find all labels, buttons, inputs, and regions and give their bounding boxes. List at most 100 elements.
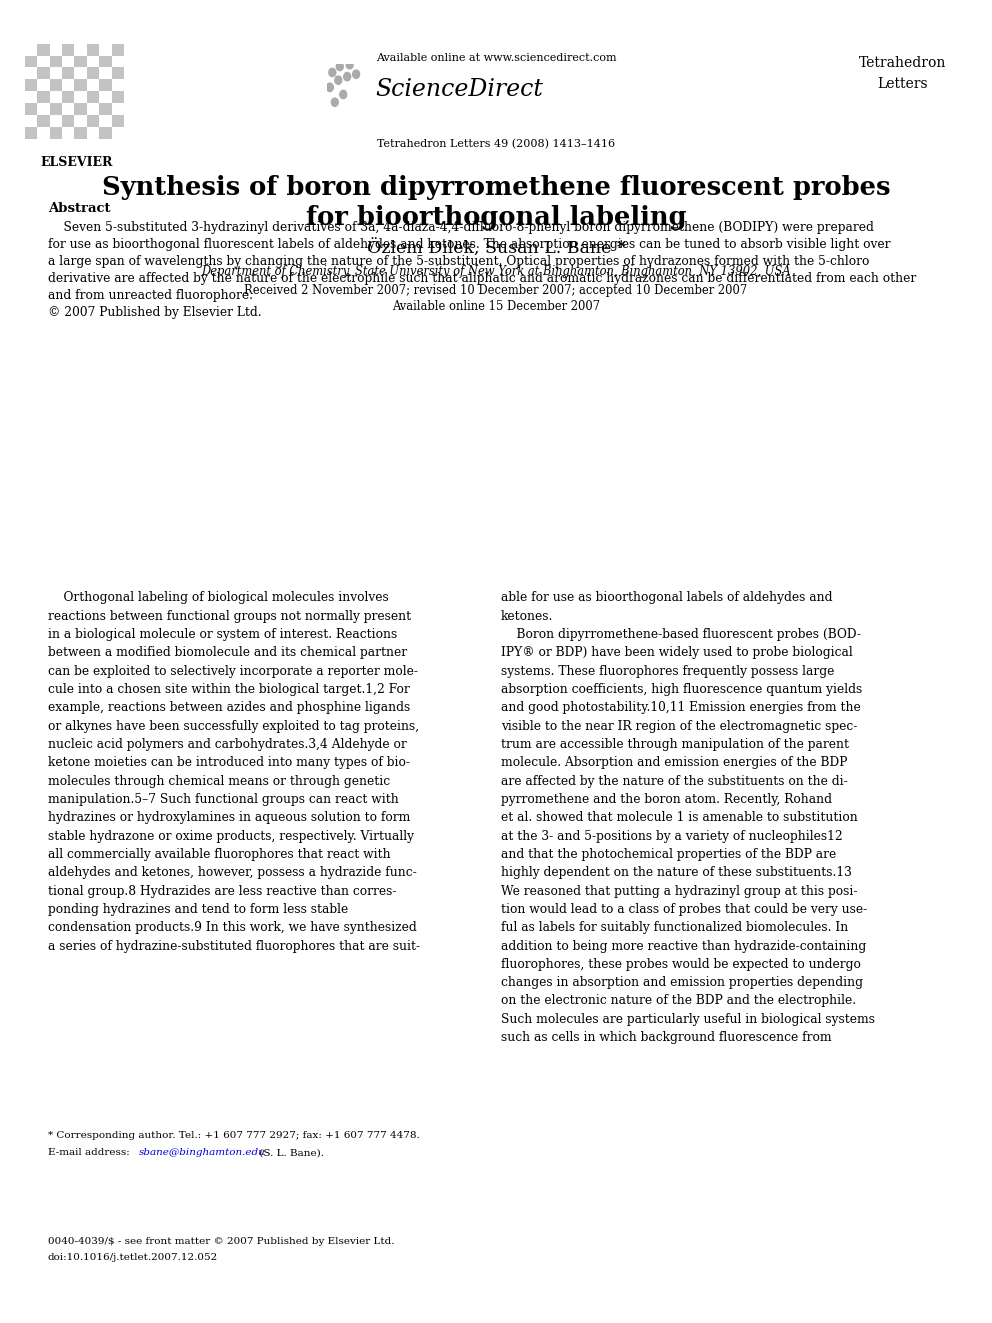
Text: Available online 15 December 2007: Available online 15 December 2007 — [392, 300, 600, 314]
Text: addition to being more reactive than hydrazide-containing: addition to being more reactive than hyd… — [501, 939, 866, 953]
Text: tional group.8 Hydrazides are less reactive than corres-: tional group.8 Hydrazides are less react… — [48, 885, 396, 897]
Text: et al. showed that molecule 1 is amenable to substitution: et al. showed that molecule 1 is amenabl… — [501, 811, 858, 824]
Bar — [99, 79, 111, 91]
Text: changes in absorption and emission properties depending: changes in absorption and emission prope… — [501, 976, 863, 990]
Bar — [38, 67, 50, 79]
Bar — [111, 91, 124, 103]
Text: ful as labels for suitably functionalized biomolecules. In: ful as labels for suitably functionalize… — [501, 921, 848, 934]
Text: visible to the near IR region of the electromagnetic spec-: visible to the near IR region of the ele… — [501, 720, 857, 733]
Bar — [50, 103, 62, 115]
Bar — [62, 44, 74, 56]
Text: Boron dipyrromethene-based fluorescent probes (BOD-: Boron dipyrromethene-based fluorescent p… — [501, 628, 861, 642]
Text: systems. These fluorophores frequently possess large: systems. These fluorophores frequently p… — [501, 664, 834, 677]
Bar — [111, 44, 124, 56]
Bar — [87, 91, 99, 103]
Bar — [38, 115, 50, 127]
Circle shape — [339, 90, 347, 99]
Text: condensation products.9 In this work, we have synthesized: condensation products.9 In this work, we… — [48, 921, 417, 934]
Text: Available online at www.sciencedirect.com: Available online at www.sciencedirect.co… — [376, 53, 616, 64]
Bar — [25, 103, 38, 115]
Bar — [50, 127, 62, 139]
Text: trum are accessible through manipulation of the parent: trum are accessible through manipulation… — [501, 738, 849, 751]
Circle shape — [336, 62, 343, 70]
Bar — [50, 56, 62, 67]
Text: reactions between functional groups not normally present: reactions between functional groups not … — [48, 610, 411, 623]
Circle shape — [353, 70, 359, 78]
Bar — [38, 91, 50, 103]
Text: © 2007 Published by Elsevier Ltd.: © 2007 Published by Elsevier Ltd. — [48, 306, 261, 319]
Text: Özlem Dilek, Susan L. Bane *: Özlem Dilek, Susan L. Bane * — [367, 239, 625, 258]
Text: example, reactions between azides and phosphine ligands: example, reactions between azides and ph… — [48, 701, 410, 714]
Text: E-mail address:: E-mail address: — [48, 1148, 133, 1158]
Text: in a biological molecule or system of interest. Reactions: in a biological molecule or system of in… — [48, 628, 397, 642]
Text: can be exploited to selectively incorporate a reporter mole-: can be exploited to selectively incorpor… — [48, 664, 418, 677]
Text: sbane@binghamton.edu: sbane@binghamton.edu — [139, 1148, 266, 1158]
Bar — [25, 56, 38, 67]
Bar — [99, 103, 111, 115]
Text: a large span of wavelengths by changing the nature of the 5-substituent. Optical: a large span of wavelengths by changing … — [48, 255, 869, 269]
Text: IPY® or BDP) have been widely used to probe biological: IPY® or BDP) have been widely used to pr… — [501, 647, 853, 659]
Text: hydrazines or hydroxylamines in aqueous solution to form: hydrazines or hydroxylamines in aqueous … — [48, 811, 410, 824]
Text: ketone moieties can be introduced into many types of bio-: ketone moieties can be introduced into m… — [48, 757, 410, 769]
Text: * Corresponding author. Tel.: +1 607 777 2927; fax: +1 607 777 4478.: * Corresponding author. Tel.: +1 607 777… — [48, 1131, 420, 1140]
Circle shape — [335, 75, 341, 85]
Text: stable hydrazone or oxime products, respectively. Virtually: stable hydrazone or oxime products, resp… — [48, 830, 414, 843]
Text: tion would lead to a class of probes that could be very use-: tion would lead to a class of probes tha… — [501, 902, 867, 916]
Text: all commercially available fluorophores that react with: all commercially available fluorophores … — [48, 848, 390, 861]
Text: Synthesis of boron dipyrromethene fluorescent probes: Synthesis of boron dipyrromethene fluore… — [102, 175, 890, 200]
Text: aldehydes and ketones, however, possess a hydrazide func-: aldehydes and ketones, however, possess … — [48, 867, 417, 880]
Bar — [25, 79, 38, 91]
Text: Tetrahedron: Tetrahedron — [859, 56, 946, 70]
Bar — [62, 91, 74, 103]
Text: Letters: Letters — [877, 77, 929, 91]
Text: ponding hydrazines and tend to form less stable: ponding hydrazines and tend to form less… — [48, 902, 348, 916]
Text: fluorophores, these probes would be expected to undergo: fluorophores, these probes would be expe… — [501, 958, 861, 971]
Circle shape — [346, 61, 353, 69]
Text: and that the photochemical properties of the BDP are: and that the photochemical properties of… — [501, 848, 836, 861]
Text: Such molecules are particularly useful in biological systems: Such molecules are particularly useful i… — [501, 1013, 875, 1025]
Bar — [99, 127, 111, 139]
Text: We reasoned that putting a hydrazinyl group at this posi-: We reasoned that putting a hydrazinyl gr… — [501, 885, 857, 897]
Text: highly dependent on the nature of these substituents.13: highly dependent on the nature of these … — [501, 867, 852, 880]
Text: (S. L. Bane).: (S. L. Bane). — [256, 1148, 324, 1158]
Text: and good photostability.10,11 Emission energies from the: and good photostability.10,11 Emission e… — [501, 701, 861, 714]
Bar — [25, 127, 38, 139]
Text: Tetrahedron Letters 49 (2008) 1413–1416: Tetrahedron Letters 49 (2008) 1413–1416 — [377, 139, 615, 149]
Text: a series of hydrazine-substituted fluorophores that are suit-: a series of hydrazine-substituted fluoro… — [48, 939, 420, 953]
Text: manipulation.5–7 Such functional groups can react with: manipulation.5–7 Such functional groups … — [48, 792, 399, 806]
Text: and from unreacted fluorophore.: and from unreacted fluorophore. — [48, 288, 253, 302]
Circle shape — [329, 69, 335, 77]
Text: able for use as bioorthogonal labels of aldehydes and: able for use as bioorthogonal labels of … — [501, 591, 832, 605]
Text: Abstract: Abstract — [48, 202, 110, 216]
Text: ketones.: ketones. — [501, 610, 554, 623]
Bar — [74, 103, 87, 115]
Text: 0040-4039/$ - see front matter © 2007 Published by Elsevier Ltd.: 0040-4039/$ - see front matter © 2007 Pu… — [48, 1237, 394, 1246]
Text: Seven 5-substituted 3-hydrazinyl derivatives of 3a, 4a-diaza-4,4-difluoro-8-phen: Seven 5-substituted 3-hydrazinyl derivat… — [48, 221, 874, 234]
Text: for use as bioorthogonal fluorescent labels of aldehydes and ketones. The absorp: for use as bioorthogonal fluorescent lab… — [48, 238, 890, 251]
Text: molecules through chemical means or through genetic: molecules through chemical means or thro… — [48, 774, 390, 787]
Text: are affected by the nature of the substituents on the di-: are affected by the nature of the substi… — [501, 774, 848, 787]
Bar — [87, 115, 99, 127]
Text: between a modified biomolecule and its chemical partner: between a modified biomolecule and its c… — [48, 647, 407, 659]
Text: derivative are affected by the nature of the electrophile such that aliphatic an: derivative are affected by the nature of… — [48, 273, 916, 284]
Bar — [74, 56, 87, 67]
Text: nucleic acid polymers and carbohydrates.3,4 Aldehyde or: nucleic acid polymers and carbohydrates.… — [48, 738, 407, 751]
Text: cule into a chosen site within the biological target.1,2 For: cule into a chosen site within the biolo… — [48, 683, 410, 696]
Text: for bioorthogonal labeling: for bioorthogonal labeling — [306, 205, 686, 230]
Text: ScienceDirect: ScienceDirect — [375, 78, 543, 101]
Text: such as cells in which background fluorescence from: such as cells in which background fluore… — [501, 1031, 831, 1044]
Text: on the electronic nature of the BDP and the electrophile.: on the electronic nature of the BDP and … — [501, 995, 856, 1008]
Bar — [111, 67, 124, 79]
Text: absorption coefficients, high fluorescence quantum yields: absorption coefficients, high fluorescen… — [501, 683, 862, 696]
Circle shape — [326, 83, 333, 91]
Bar — [99, 56, 111, 67]
Text: Received 2 November 2007; revised 10 December 2007; accepted 10 December 2007: Received 2 November 2007; revised 10 Dec… — [244, 284, 748, 298]
Text: Department of Chemistry, State University of New York at Binghamton, Binghamton,: Department of Chemistry, State Universit… — [201, 265, 791, 278]
Text: pyrromethene and the boron atom. Recently, Rohand: pyrromethene and the boron atom. Recentl… — [501, 792, 832, 806]
Text: doi:10.1016/j.tetlet.2007.12.052: doi:10.1016/j.tetlet.2007.12.052 — [48, 1253, 218, 1262]
Bar — [62, 115, 74, 127]
Bar — [111, 115, 124, 127]
Circle shape — [331, 98, 338, 106]
Text: molecule. Absorption and emission energies of the BDP: molecule. Absorption and emission energi… — [501, 757, 847, 769]
Text: at the 3- and 5-positions by a variety of nucleophiles12: at the 3- and 5-positions by a variety o… — [501, 830, 843, 843]
